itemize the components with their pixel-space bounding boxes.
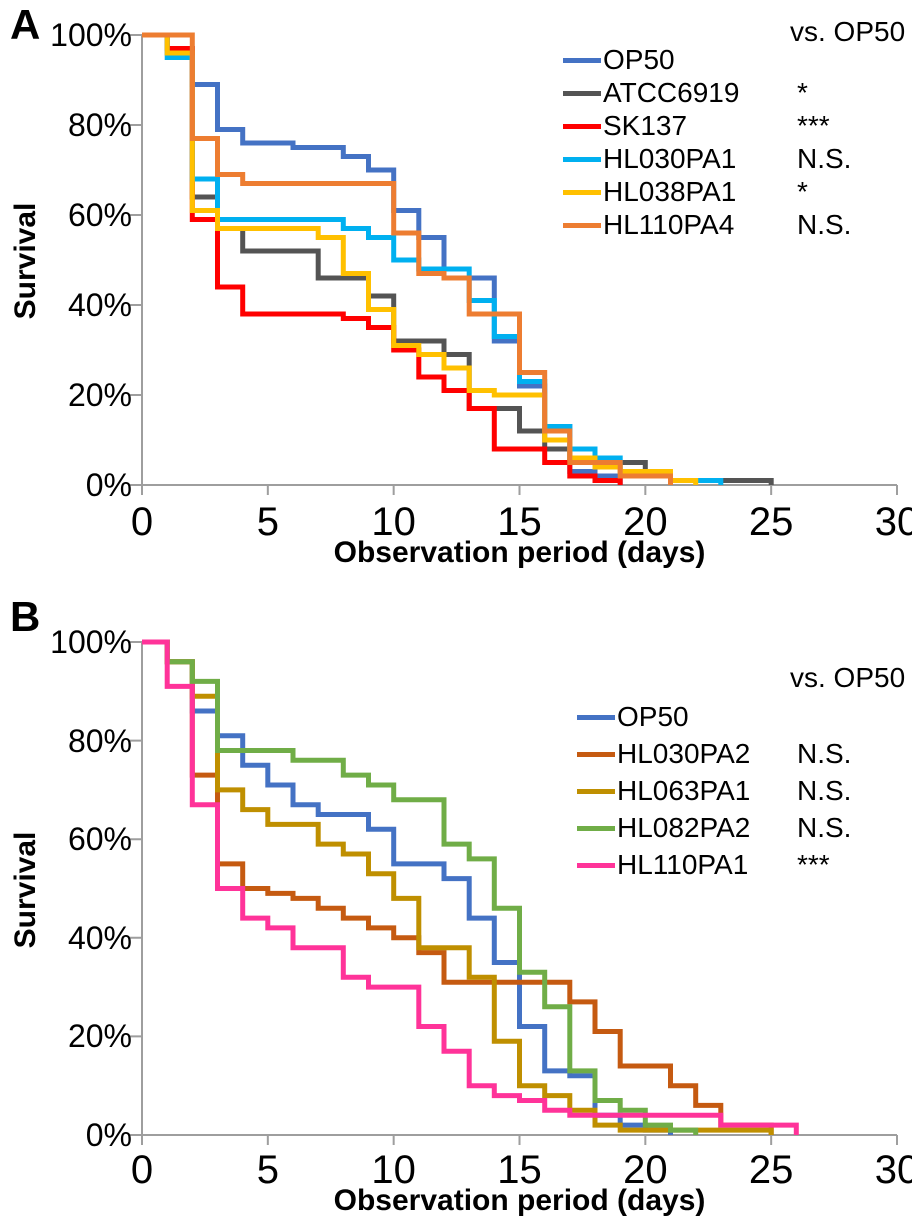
- y-tick-label: 20%: [67, 377, 132, 413]
- x-axis-title-b: Observation period (days): [333, 1184, 706, 1217]
- y-tick-label: 40%: [67, 919, 132, 956]
- legend-series-name: SK137: [603, 110, 688, 141]
- legend-line-swatch: [577, 825, 615, 831]
- legend-item-hl110pa4: HL110PA4 N.S.: [563, 209, 912, 241]
- y-tick-label: 100%: [50, 17, 132, 53]
- legend-item-op50: OP50: [563, 44, 912, 76]
- legend-line-swatch: [563, 189, 601, 195]
- x-tick-label: 0: [130, 500, 154, 544]
- y-tick-label: 20%: [67, 1018, 132, 1055]
- legend-significance: N.S.: [797, 209, 852, 240]
- x-tick-label: 5: [256, 1148, 279, 1192]
- legend-item-atcc6919: ATCC6919 *: [563, 77, 912, 109]
- x-tick-label: 15: [497, 1148, 542, 1192]
- legend-significance: N.S.: [797, 812, 852, 843]
- y-tick-label: 60%: [67, 821, 132, 858]
- legend-significance: *: [797, 77, 808, 108]
- legend-line-swatch: [577, 751, 615, 757]
- legend-series-name: ATCC6919: [603, 77, 740, 108]
- legend-series-name: HL063PA1: [617, 775, 751, 806]
- legend-header-a: vs. OP50: [790, 16, 906, 47]
- legend-series-name: HL038PA1: [603, 176, 737, 207]
- legend-line-swatch: [563, 156, 601, 162]
- legend-line-swatch: [577, 788, 615, 794]
- x-tick-label: 0: [130, 1148, 154, 1192]
- survival-curve-op50: [142, 32, 623, 485]
- y-tick-label: 60%: [67, 197, 132, 233]
- axes: [130, 34, 898, 495]
- x-tick-label: 30: [874, 500, 912, 544]
- x-tick-label: 30: [874, 1148, 912, 1192]
- legend-significance: ***: [797, 849, 830, 880]
- legend-item-hl038pa1: HL038PA1 *: [563, 176, 912, 208]
- y-axis-title-b: Survival: [9, 831, 42, 948]
- legend-series-name: OP50: [617, 701, 689, 732]
- legend-item-hl082pa2: HL082PA2 N.S.: [577, 812, 912, 844]
- y-tick-label: 0%: [85, 467, 132, 503]
- y-tick-label: 100%: [50, 624, 132, 660]
- legend-series-name: HL110PA4: [603, 209, 735, 240]
- axes: [130, 641, 898, 1145]
- legend-line-swatch: [563, 90, 601, 96]
- legend-series-name: OP50: [603, 44, 675, 75]
- panel-label-a: A: [10, 1, 41, 48]
- legend-line-swatch: [563, 123, 601, 129]
- legend-line-swatch: [577, 714, 615, 720]
- survival-plot-b: [130, 639, 898, 1145]
- legend-series-name: HL082PA2: [617, 812, 751, 843]
- legend-significance: ***: [797, 110, 830, 141]
- y-tick-label: 80%: [67, 107, 132, 143]
- legend-item-hl063pa1: HL063PA1 N.S.: [577, 775, 912, 807]
- x-tick-label: 20: [623, 500, 668, 544]
- legend-significance: N.S.: [797, 143, 852, 174]
- survival-curve-hl110pa4: [142, 32, 673, 485]
- legend-item-op50: OP50: [577, 701, 912, 733]
- panel-label-b: B: [10, 593, 41, 640]
- x-tick-label: 25: [748, 500, 794, 544]
- legend-item-hl030pa1: HL030PA1 N.S.: [563, 143, 912, 175]
- legend-significance: *: [797, 176, 808, 207]
- y-tick-label: 40%: [67, 287, 132, 323]
- legend-significance: N.S.: [797, 738, 852, 769]
- legend-series-name: HL030PA1: [603, 143, 737, 174]
- legend-line-swatch: [577, 862, 615, 868]
- survival-curve-hl110pa1: [142, 639, 799, 1135]
- legend-header-b: vs. OP50: [790, 662, 906, 693]
- legend-series-name: HL110PA1: [617, 849, 749, 880]
- x-tick-label: 10: [371, 1148, 416, 1192]
- legend-item-hl110pa1: HL110PA1 ***: [577, 849, 912, 881]
- x-tick-label: 20: [623, 1148, 668, 1192]
- survival-curve-hl030pa2: [142, 639, 774, 1135]
- survival-curve-hl082pa2: [142, 639, 699, 1135]
- legend-significance: N.S.: [797, 775, 852, 806]
- y-axis-title-a: Survival: [9, 202, 42, 320]
- survival-curve-hl038pa1: [142, 32, 699, 485]
- legend-line-swatch: [563, 57, 601, 63]
- y-tick-label: 80%: [67, 722, 132, 759]
- x-axis-title-a: Observation period (days): [333, 536, 706, 569]
- survival-curve-sk137: [142, 32, 623, 485]
- x-tick-label: 15: [497, 500, 542, 544]
- legend-item-hl030pa2: HL030PA2 N.S.: [577, 738, 912, 770]
- y-tick-label: 0%: [85, 1117, 132, 1153]
- legend-line-swatch: [563, 222, 601, 228]
- survival-plot-a: [130, 32, 898, 495]
- legend-item-sk137: SK137 ***: [563, 110, 912, 142]
- x-tick-label: 5: [256, 500, 279, 544]
- legend-series-name: HL030PA2: [617, 738, 751, 769]
- x-tick-label: 10: [371, 500, 416, 544]
- x-tick-label: 25: [748, 1148, 794, 1192]
